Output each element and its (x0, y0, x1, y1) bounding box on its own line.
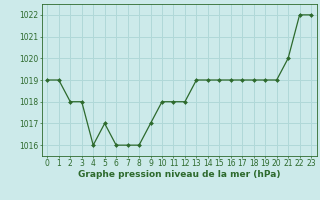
X-axis label: Graphe pression niveau de la mer (hPa): Graphe pression niveau de la mer (hPa) (78, 170, 280, 179)
